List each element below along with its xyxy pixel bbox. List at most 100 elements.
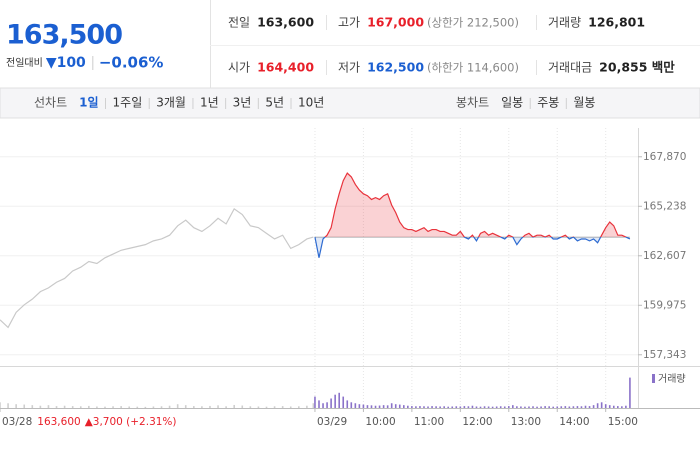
price-line	[0, 208, 314, 329]
volume-bar	[411, 406, 413, 408]
volume-bar	[71, 406, 74, 408]
volume-bar	[39, 405, 42, 408]
volume-bar	[366, 405, 369, 408]
volume-bar	[322, 403, 324, 408]
volume-bar	[451, 406, 454, 408]
volume-bar	[312, 403, 315, 408]
volume-bar	[176, 404, 179, 408]
volume-bar	[572, 406, 575, 408]
volume-bar	[532, 406, 534, 408]
volume-bar	[370, 405, 373, 408]
range-tab[interactable]: 3개월	[156, 96, 186, 110]
volume-bar	[0, 402, 1, 408]
x-tick-label: 12:00	[462, 416, 492, 428]
volume-bar	[443, 406, 445, 408]
volume-bar	[79, 406, 82, 408]
volume-bar	[475, 406, 478, 408]
volume-bar	[249, 406, 252, 408]
tab-group-label: 선차트	[34, 96, 67, 110]
volume-bar	[374, 405, 377, 408]
candle-tab[interactable]: 월봉	[573, 96, 595, 110]
tab-group-label: 봉차트	[456, 96, 489, 110]
volume-bar	[568, 406, 571, 408]
volume-bar	[209, 405, 211, 408]
candle-tab[interactable]: 주봉	[537, 96, 559, 110]
volume-bar	[427, 406, 429, 408]
volume-bar	[463, 406, 466, 408]
volume-bar	[88, 405, 90, 408]
price-line	[314, 172, 631, 258]
volume-bar	[47, 405, 50, 408]
volume-bar	[358, 404, 361, 408]
volume-bar	[528, 406, 530, 408]
legend-label: 거래량	[658, 373, 686, 385]
volume-bar	[342, 396, 345, 408]
volume-bar	[63, 405, 66, 408]
volume-bar	[350, 402, 353, 408]
x-tick-label: 13:00	[511, 416, 541, 428]
volume-bar	[55, 406, 58, 408]
tab-bar	[0, 87, 700, 119]
volume-bar	[168, 405, 171, 408]
volume-bar	[467, 406, 470, 408]
volume-bar	[584, 405, 587, 408]
area-fill	[314, 173, 630, 258]
x-tick-label: 10:00	[365, 416, 395, 428]
volume-bar	[520, 406, 522, 408]
volume-bar	[596, 403, 599, 408]
volume-bar	[217, 405, 219, 408]
change: ▼100	[46, 55, 86, 71]
volume-bar	[160, 406, 163, 408]
legend-swatch	[652, 374, 655, 383]
y-tick-label: 167,870	[643, 151, 686, 163]
volume-bar	[128, 406, 131, 408]
volume-bar	[7, 403, 9, 408]
x-tick-label: 15:00	[608, 416, 638, 428]
volume-bar	[273, 406, 276, 408]
volume-bar	[435, 406, 437, 408]
volume-bar	[439, 406, 441, 408]
x-tick-label: 03/29	[317, 416, 347, 428]
stat-label: 거래량	[548, 16, 581, 30]
volume-bar	[455, 406, 458, 408]
x-tick-label: 11:00	[414, 416, 444, 428]
volume-bar	[503, 406, 506, 408]
volume-bar	[362, 404, 365, 408]
range-tab[interactable]: 3년	[233, 96, 252, 110]
stat-value: 163,600	[257, 15, 314, 30]
volume-bar	[479, 406, 482, 408]
volume-bar	[487, 406, 490, 408]
volume-bar	[499, 406, 502, 408]
volume-bar	[120, 406, 122, 408]
volume-bar	[398, 404, 401, 408]
volume-bar	[201, 406, 203, 408]
volume-bar	[144, 406, 147, 408]
volume-bar	[326, 402, 328, 408]
stat-value: 126,801	[588, 15, 645, 30]
volume-bar	[617, 406, 619, 408]
volume-bar	[483, 406, 486, 408]
change-label: 전일대비	[6, 57, 43, 69]
range-tab[interactable]: 1일	[79, 96, 98, 110]
annotation: 163,600	[37, 416, 80, 428]
volume-bar	[612, 405, 615, 408]
range-tab[interactable]: 5년	[265, 96, 284, 110]
y-tick-label: 165,238	[643, 200, 686, 212]
volume-bar	[447, 406, 450, 408]
volume-bar	[386, 405, 389, 408]
volume-bar	[564, 406, 567, 408]
stat-label: 거래대금	[548, 61, 592, 75]
range-tab[interactable]: 1년	[200, 96, 219, 110]
candle-tab[interactable]: 일봉	[501, 96, 523, 110]
volume-bar	[471, 405, 474, 408]
volume-bar	[431, 406, 433, 408]
range-tab[interactable]: 1주일	[113, 96, 143, 110]
volume-bar	[257, 406, 260, 408]
volume-bar	[580, 406, 583, 408]
volume-bar	[233, 404, 236, 408]
volume-bar	[507, 406, 510, 408]
volume-bar	[394, 404, 397, 408]
range-tab[interactable]: 10년	[298, 96, 324, 110]
volume-bar	[516, 406, 518, 408]
